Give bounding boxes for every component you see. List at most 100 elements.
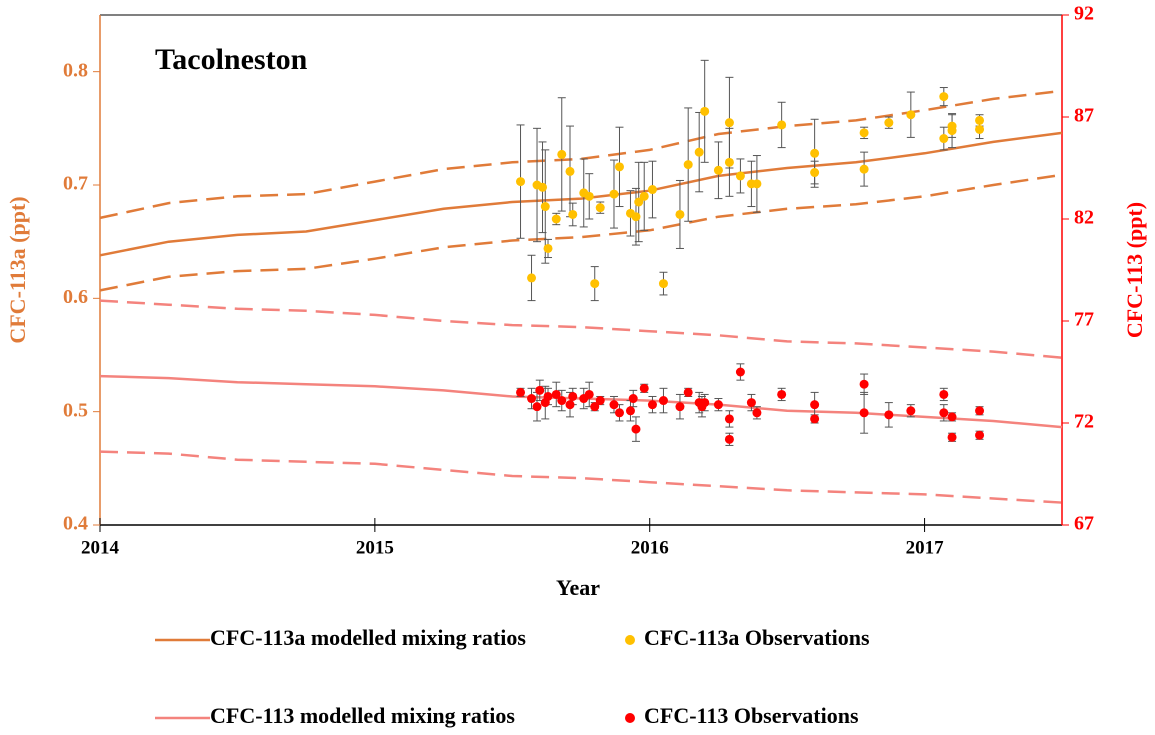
model-line	[99, 131, 1063, 257]
observation-point	[859, 164, 869, 174]
y2-tick-label: 67	[1074, 513, 1094, 535]
x-tick-label: 2014	[81, 537, 120, 558]
legend-label: CFC-113 modelled mixing ratios	[210, 703, 515, 728]
observation-point	[947, 432, 957, 442]
observation-point	[975, 430, 985, 440]
observation-point	[947, 412, 957, 422]
observation-point	[810, 400, 820, 410]
observation-point	[810, 168, 820, 178]
observation-point	[639, 383, 649, 393]
observation-point	[527, 273, 537, 283]
observation-point	[614, 162, 624, 172]
observation-point	[639, 191, 649, 201]
observation-point	[939, 389, 949, 399]
observation-point	[540, 202, 550, 212]
observation-point	[568, 209, 578, 219]
observation-point	[735, 171, 745, 181]
observation-point	[658, 396, 668, 406]
observation-point	[975, 115, 985, 125]
y-tick-label: 0.7	[63, 173, 88, 195]
observation-point	[625, 406, 635, 416]
observation-point	[859, 379, 869, 389]
observation-point	[584, 191, 594, 201]
observation-point	[675, 402, 685, 412]
observation-point	[595, 203, 605, 213]
observation-point	[551, 214, 561, 224]
x-tick-label: 2016	[631, 537, 669, 558]
observation-point	[810, 148, 820, 158]
legend-marker	[625, 635, 635, 645]
y-axis-title: CFC-113a (ppt)	[5, 196, 30, 343]
observation-point	[609, 189, 619, 199]
observation-point	[939, 92, 949, 102]
observation-point	[516, 387, 526, 397]
observation-point	[735, 367, 745, 377]
observation-point	[647, 400, 657, 410]
observation-point	[647, 185, 657, 195]
observation-point	[584, 389, 594, 399]
observation-point	[535, 385, 545, 395]
y2-tick-label: 92	[1074, 3, 1094, 25]
observation-point	[590, 279, 600, 289]
uncertainty-line	[99, 299, 1063, 359]
y-tick-label: 0.5	[63, 399, 88, 421]
legend-label: CFC-113 Observations	[644, 703, 859, 728]
y2-tick-label: 82	[1074, 207, 1094, 229]
y-tick-label: 0.6	[63, 286, 88, 308]
observation-point	[777, 389, 787, 399]
legend-marker	[625, 713, 635, 723]
observation-point	[595, 396, 605, 406]
observation-point	[516, 177, 526, 187]
y2-tick-label: 72	[1074, 411, 1094, 433]
observation-point	[713, 165, 723, 175]
observation-point	[631, 212, 641, 222]
observation-point	[724, 414, 734, 424]
observation-point	[628, 394, 638, 404]
observation-point	[939, 134, 949, 144]
x-axis-title: Year	[556, 575, 600, 600]
observation-point	[777, 120, 787, 130]
observation-point	[565, 166, 575, 176]
observation-point	[631, 424, 641, 434]
observation-point	[675, 209, 685, 219]
observation-point	[884, 118, 894, 128]
observation-point	[724, 434, 734, 444]
observation-point	[590, 402, 600, 412]
observation-point	[609, 400, 619, 410]
observation-point	[947, 121, 957, 131]
observation-point	[658, 279, 668, 289]
observation-point	[683, 387, 693, 397]
observation-point	[884, 410, 894, 420]
observation-point	[543, 391, 553, 401]
y-tick-label: 0.8	[63, 59, 88, 81]
observation-point	[752, 179, 762, 189]
observation-point	[746, 398, 756, 408]
uncertainty-line	[99, 450, 1063, 504]
observation-point	[752, 408, 762, 418]
observation-point	[694, 147, 704, 157]
y2-axis-title: CFC-113 (ppt)	[1122, 202, 1147, 338]
observation-point	[700, 106, 710, 116]
observation-point	[634, 197, 644, 207]
observation-point	[683, 160, 693, 170]
observation-point	[906, 406, 916, 416]
observation-point	[527, 394, 537, 404]
uncertainty-line	[99, 89, 1063, 220]
observation-point	[724, 118, 734, 128]
x-tick-label: 2017	[906, 537, 945, 558]
observation-point	[557, 396, 567, 406]
observation-point	[810, 414, 820, 424]
observation-point	[543, 243, 553, 253]
legend-label: CFC-113a modelled mixing ratios	[210, 625, 526, 650]
observation-point	[906, 110, 916, 120]
y2-tick-label: 87	[1074, 105, 1094, 127]
observation-point	[557, 149, 567, 159]
observation-point	[975, 406, 985, 416]
y-tick-label: 0.4	[63, 513, 88, 535]
observation-point	[614, 408, 624, 418]
observation-point	[975, 124, 985, 134]
legend-label: CFC-113a Observations	[644, 625, 870, 650]
observation-point	[700, 398, 710, 408]
observation-point	[724, 157, 734, 167]
